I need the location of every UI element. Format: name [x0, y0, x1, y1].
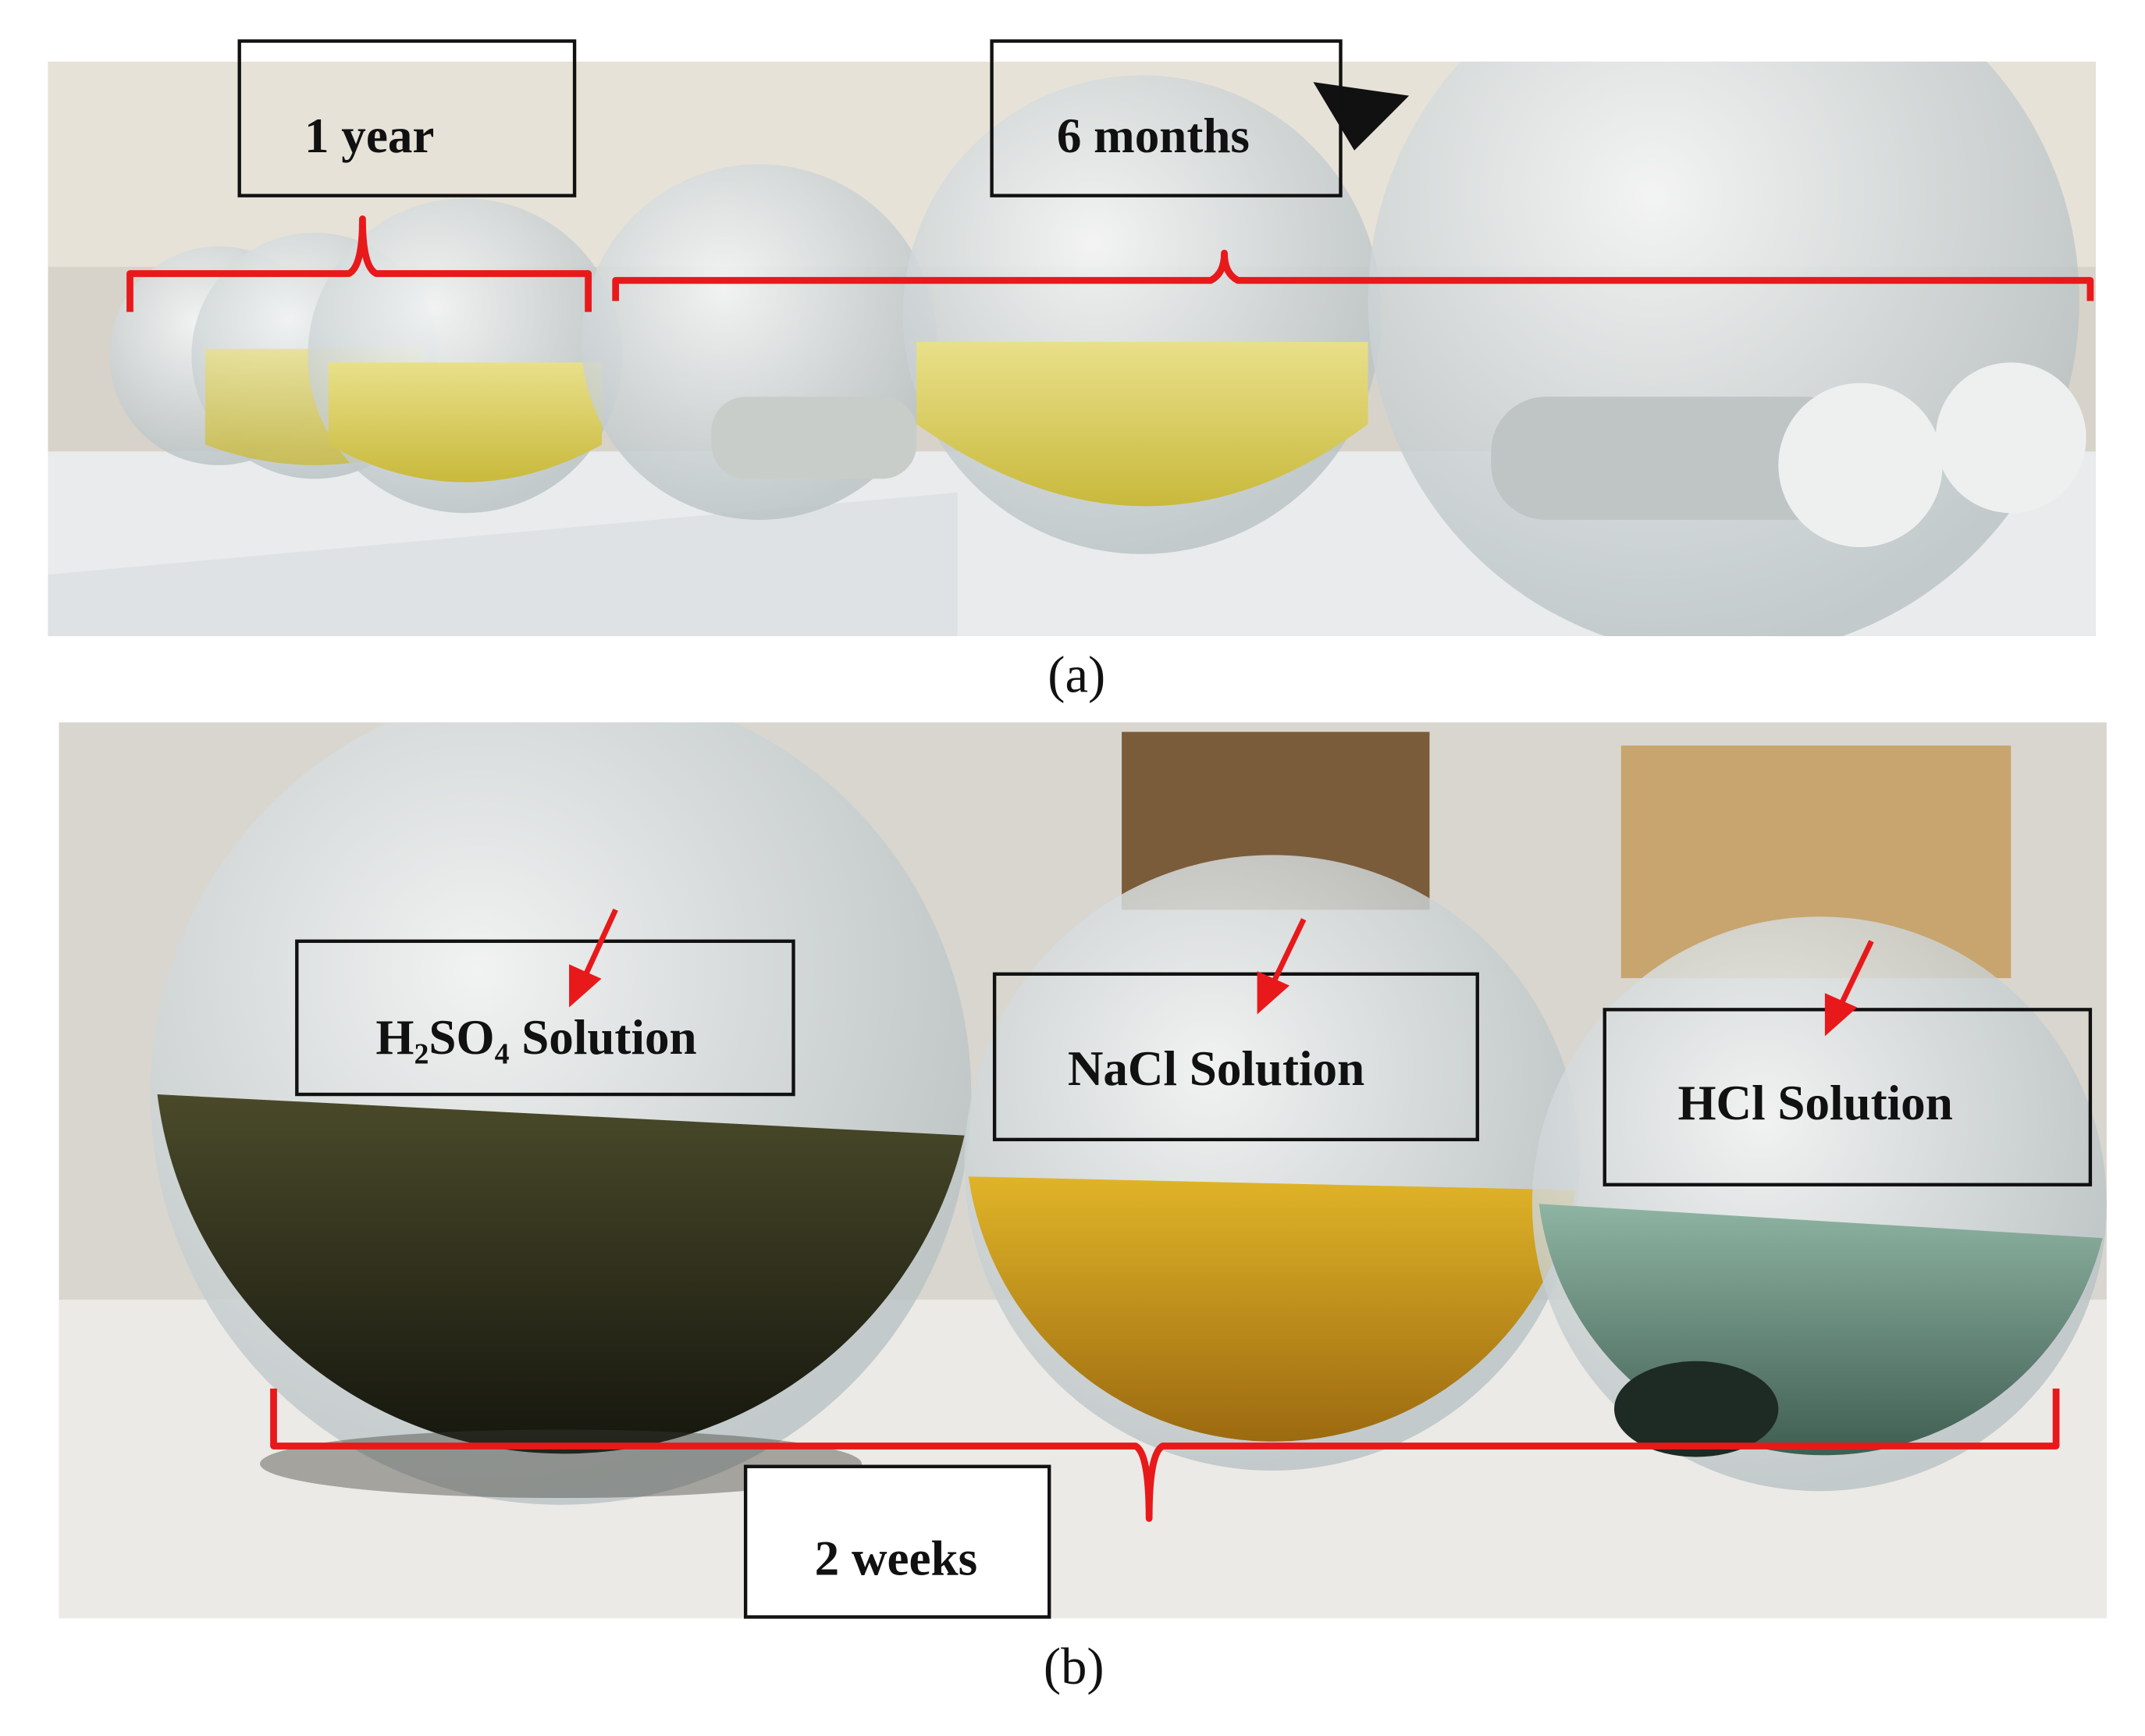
photo-b	[59, 722, 2107, 1619]
bracket	[612, 249, 2094, 301]
label: HCl Solution	[1677, 1076, 1952, 1130]
label-box	[990, 39, 1343, 197]
label: 2 weeks	[815, 1531, 977, 1586]
bracket	[126, 215, 592, 312]
photo-a	[48, 61, 2096, 636]
arrows	[569, 908, 1874, 1037]
bracket	[270, 1388, 2060, 1522]
label-box	[743, 1464, 1051, 1619]
label-box	[992, 972, 1479, 1142]
caption: (b)	[1044, 1638, 1105, 1695]
label: NaCl Solution	[1068, 1041, 1364, 1096]
label-box	[237, 39, 577, 197]
caption: (a)	[1048, 646, 1105, 703]
label-box	[295, 939, 795, 1097]
label: H₂SO₄ Solution	[375, 1010, 696, 1065]
label: 6 months	[1057, 108, 1250, 163]
label: 1 year	[304, 108, 434, 163]
label-bg	[745, 1466, 1050, 1617]
